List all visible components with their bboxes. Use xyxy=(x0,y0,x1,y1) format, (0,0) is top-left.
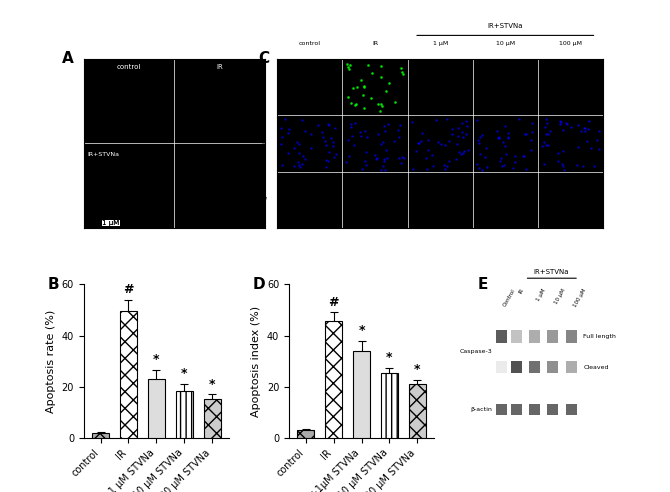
Text: control: control xyxy=(117,64,141,70)
Bar xyxy=(547,361,558,373)
Text: Cleaved: Cleaved xyxy=(584,365,609,370)
Text: Merge: Merge xyxy=(263,190,267,210)
Bar xyxy=(529,361,540,373)
Text: A: A xyxy=(62,51,74,65)
Bar xyxy=(511,331,523,343)
Text: IR: IR xyxy=(372,40,378,46)
Text: *: * xyxy=(181,368,188,380)
Text: D: D xyxy=(253,277,265,292)
Bar xyxy=(297,430,314,438)
Text: #: # xyxy=(328,296,339,308)
Text: *: * xyxy=(414,364,421,376)
Bar xyxy=(566,361,577,373)
Text: 10 μM: 10 μM xyxy=(554,287,567,305)
Bar xyxy=(92,433,109,438)
Text: IR: IR xyxy=(216,64,223,70)
Text: Caspase-3: Caspase-3 xyxy=(459,349,492,354)
Bar xyxy=(176,391,193,438)
Text: 1 μM: 1 μM xyxy=(535,287,547,302)
Bar xyxy=(547,331,558,343)
Bar xyxy=(496,331,507,343)
Bar xyxy=(204,400,220,438)
Bar xyxy=(566,404,577,415)
Bar xyxy=(353,351,370,438)
Bar xyxy=(566,331,577,343)
Y-axis label: Apoptosis index (%): Apoptosis index (%) xyxy=(251,306,261,417)
Text: Control: Control xyxy=(502,287,517,307)
Bar xyxy=(529,331,540,343)
Text: C: C xyxy=(258,51,269,65)
Bar xyxy=(325,321,342,438)
Text: B: B xyxy=(48,277,59,292)
Text: 10 μM: 10 μM xyxy=(496,40,515,46)
Text: 1 μM: 1 μM xyxy=(103,220,119,226)
Bar xyxy=(511,404,523,415)
Text: 1 μM: 1 μM xyxy=(433,40,448,46)
Text: TUNEL: TUNEL xyxy=(263,77,267,97)
Text: 100 μM: 100 μM xyxy=(572,287,587,308)
Bar xyxy=(496,404,507,415)
Text: Full length: Full length xyxy=(584,334,616,339)
Text: *: * xyxy=(153,353,159,366)
Bar xyxy=(547,404,558,415)
Text: 100 μM: 100 μM xyxy=(559,40,582,46)
Text: #: # xyxy=(123,283,134,296)
Text: IR+STVNa: IR+STVNa xyxy=(533,269,568,275)
Text: IR+STVNa: IR+STVNa xyxy=(488,23,523,29)
Bar xyxy=(120,311,137,438)
Bar xyxy=(148,379,165,438)
Text: *: * xyxy=(386,351,393,364)
Text: control: control xyxy=(299,40,321,46)
Text: IR: IR xyxy=(518,287,525,295)
Bar xyxy=(511,361,523,373)
Text: DAPI: DAPI xyxy=(263,136,267,151)
Bar xyxy=(496,361,507,373)
Bar xyxy=(529,404,540,415)
Text: β-actin: β-actin xyxy=(470,407,492,412)
Text: 1 μM: 1 μM xyxy=(103,220,119,226)
Text: *: * xyxy=(358,324,364,337)
Text: *: * xyxy=(209,377,216,391)
Bar xyxy=(381,372,398,438)
Y-axis label: Apoptosis rate (%): Apoptosis rate (%) xyxy=(46,309,56,413)
Text: IR+STVNa: IR+STVNa xyxy=(87,152,119,157)
Text: E: E xyxy=(478,277,488,292)
Bar xyxy=(409,384,425,438)
